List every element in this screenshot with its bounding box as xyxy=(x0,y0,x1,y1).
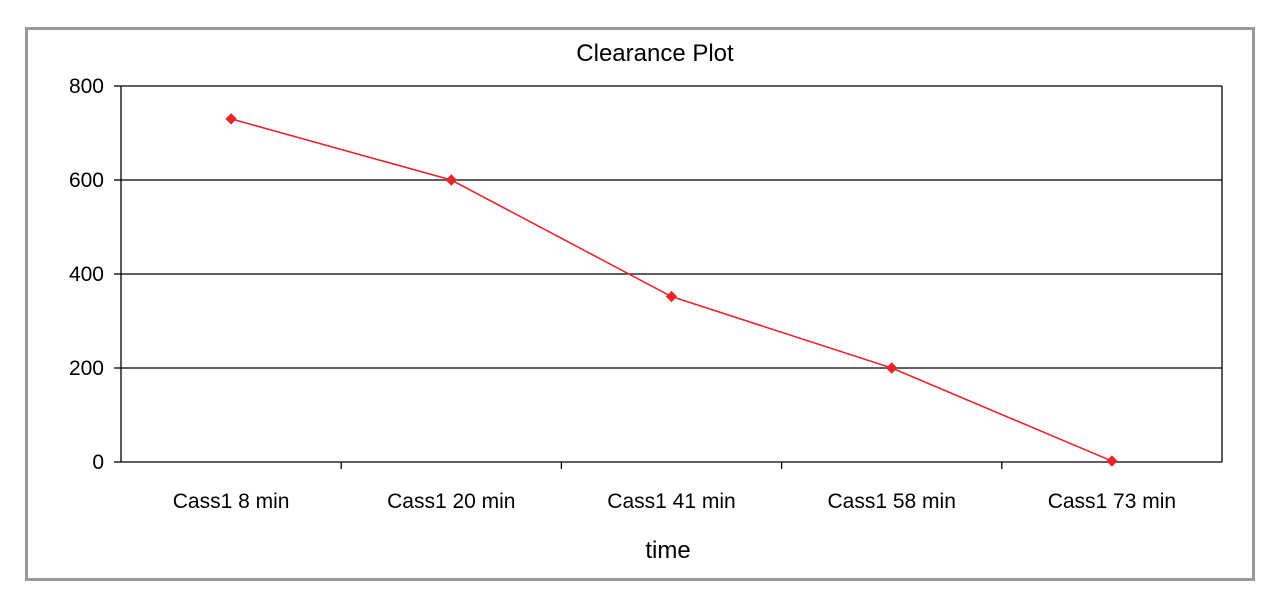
data-point xyxy=(665,290,678,303)
data-point xyxy=(885,362,898,374)
series-line xyxy=(230,118,1113,462)
y-tick-label: 800 xyxy=(69,75,104,98)
x-tick-label: Cass1 73 min xyxy=(1048,490,1176,513)
chart-title: Clearance Plot xyxy=(576,40,734,67)
y-tick-label: 400 xyxy=(69,263,104,286)
data-point xyxy=(445,174,458,186)
x-tick-label: Cass1 20 min xyxy=(387,490,515,513)
axes xyxy=(114,85,1223,469)
y-tick-label: 0 xyxy=(92,451,104,474)
series-layer xyxy=(225,113,1118,467)
data-point xyxy=(225,113,237,125)
y-tick-label: 200 xyxy=(69,357,104,380)
x-tick-label: Cass1 58 min xyxy=(828,490,956,513)
x-tick-label: Cass1 41 min xyxy=(607,490,735,513)
x-tick-label: Cass1 8 min xyxy=(173,490,290,513)
data-point xyxy=(1106,455,1118,467)
gridlines xyxy=(121,85,1222,369)
y-tick-labels: 0 200 400 600 800 xyxy=(69,75,104,474)
y-tick-label: 600 xyxy=(69,169,104,192)
x-axis-title: time xyxy=(645,537,690,564)
x-tick-labels: Cass1 8 min Cass1 20 min Cass1 41 min Cass1… xyxy=(173,490,1176,513)
